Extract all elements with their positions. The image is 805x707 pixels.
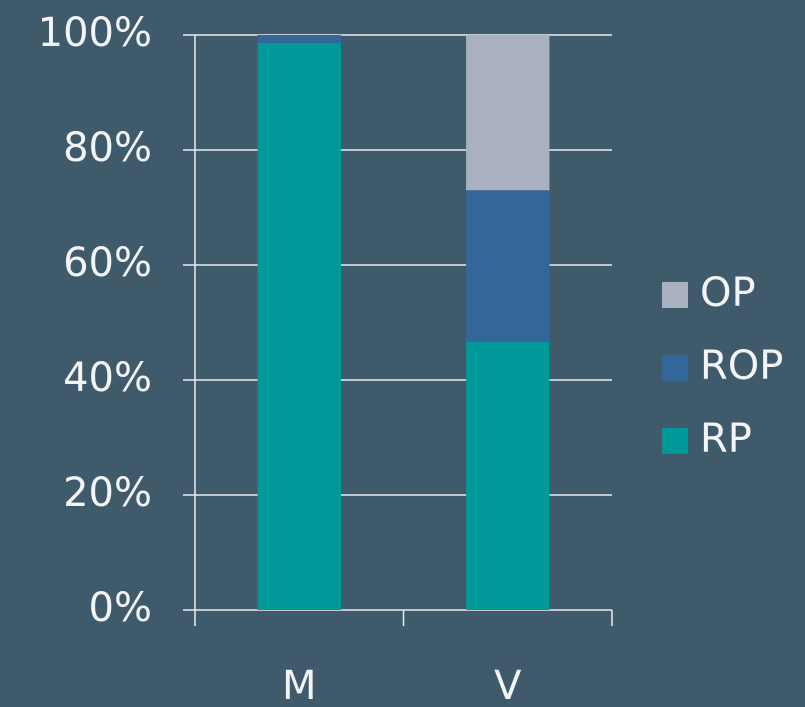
bar-segment	[466, 35, 550, 191]
legend-label: OP	[700, 270, 756, 316]
y-tick-label: 0%	[89, 585, 152, 631]
legend-swatch	[662, 355, 688, 381]
x-tick-label: M	[282, 663, 317, 707]
legend-swatch	[662, 282, 688, 308]
bar-segment	[257, 35, 341, 44]
y-tick-label: 60%	[63, 240, 152, 286]
y-tick-label: 20%	[63, 470, 152, 516]
bar-segment	[466, 342, 550, 610]
x-tick-label: V	[494, 663, 522, 707]
y-tick-label: 100%	[38, 10, 152, 56]
bar-segment	[466, 190, 550, 343]
y-tick-label: 80%	[63, 125, 152, 171]
legend-label: ROP	[700, 343, 783, 389]
y-tick-label: 40%	[63, 355, 152, 401]
legend-label: RP	[700, 416, 752, 462]
bar-segment	[257, 43, 341, 611]
legend-swatch	[662, 428, 688, 454]
